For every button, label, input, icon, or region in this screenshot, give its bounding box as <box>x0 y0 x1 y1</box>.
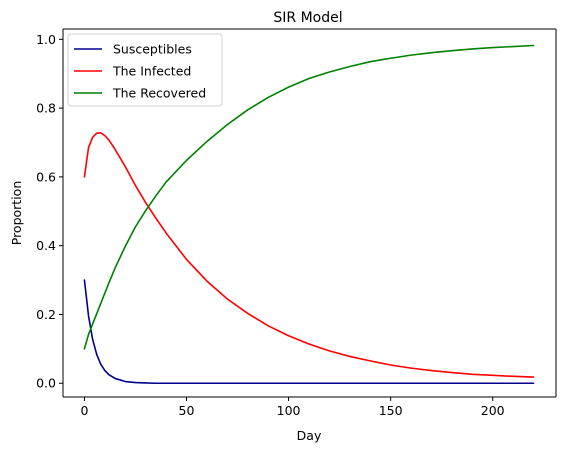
plot-frame <box>62 28 557 398</box>
x-tick-label: 0 <box>80 403 88 418</box>
x-tick-label: 50 <box>179 403 195 418</box>
series-line-susceptibles <box>83 279 535 385</box>
y-tick-label: 0.6 <box>36 169 56 184</box>
y-tick-label: 0.2 <box>36 307 56 322</box>
series-line-the-recovered <box>83 44 535 350</box>
legend: Susceptibles The Infected The Recovered <box>67 33 223 107</box>
x-tick-label: 150 <box>379 403 403 418</box>
y-tick-label: 0.8 <box>36 101 56 116</box>
legend-label-the-infected: The Infected <box>112 64 191 79</box>
x-axis-ticks: 0 50 100 150 200 <box>80 397 505 418</box>
x-tick-label: 200 <box>481 403 505 418</box>
x-tick-label: 100 <box>277 403 301 418</box>
y-axis-label: Proportion <box>9 181 24 246</box>
legend-box <box>67 33 223 107</box>
y-tick-label: 0.0 <box>36 376 56 391</box>
y-axis-ticks: 0.0 0.2 0.4 0.6 0.8 1.0 <box>36 32 63 391</box>
y-tick-label: 0.4 <box>36 238 56 253</box>
legend-label-the-recovered: The Recovered <box>112 86 206 101</box>
y-tick-label: 1.0 <box>36 32 56 47</box>
x-axis-label: Day <box>297 428 322 443</box>
series-layer <box>83 44 535 385</box>
legend-label-susceptibles: Susceptibles <box>113 42 192 57</box>
chart-title: SIR Model <box>273 10 342 26</box>
series-line-the-infected <box>83 132 535 378</box>
